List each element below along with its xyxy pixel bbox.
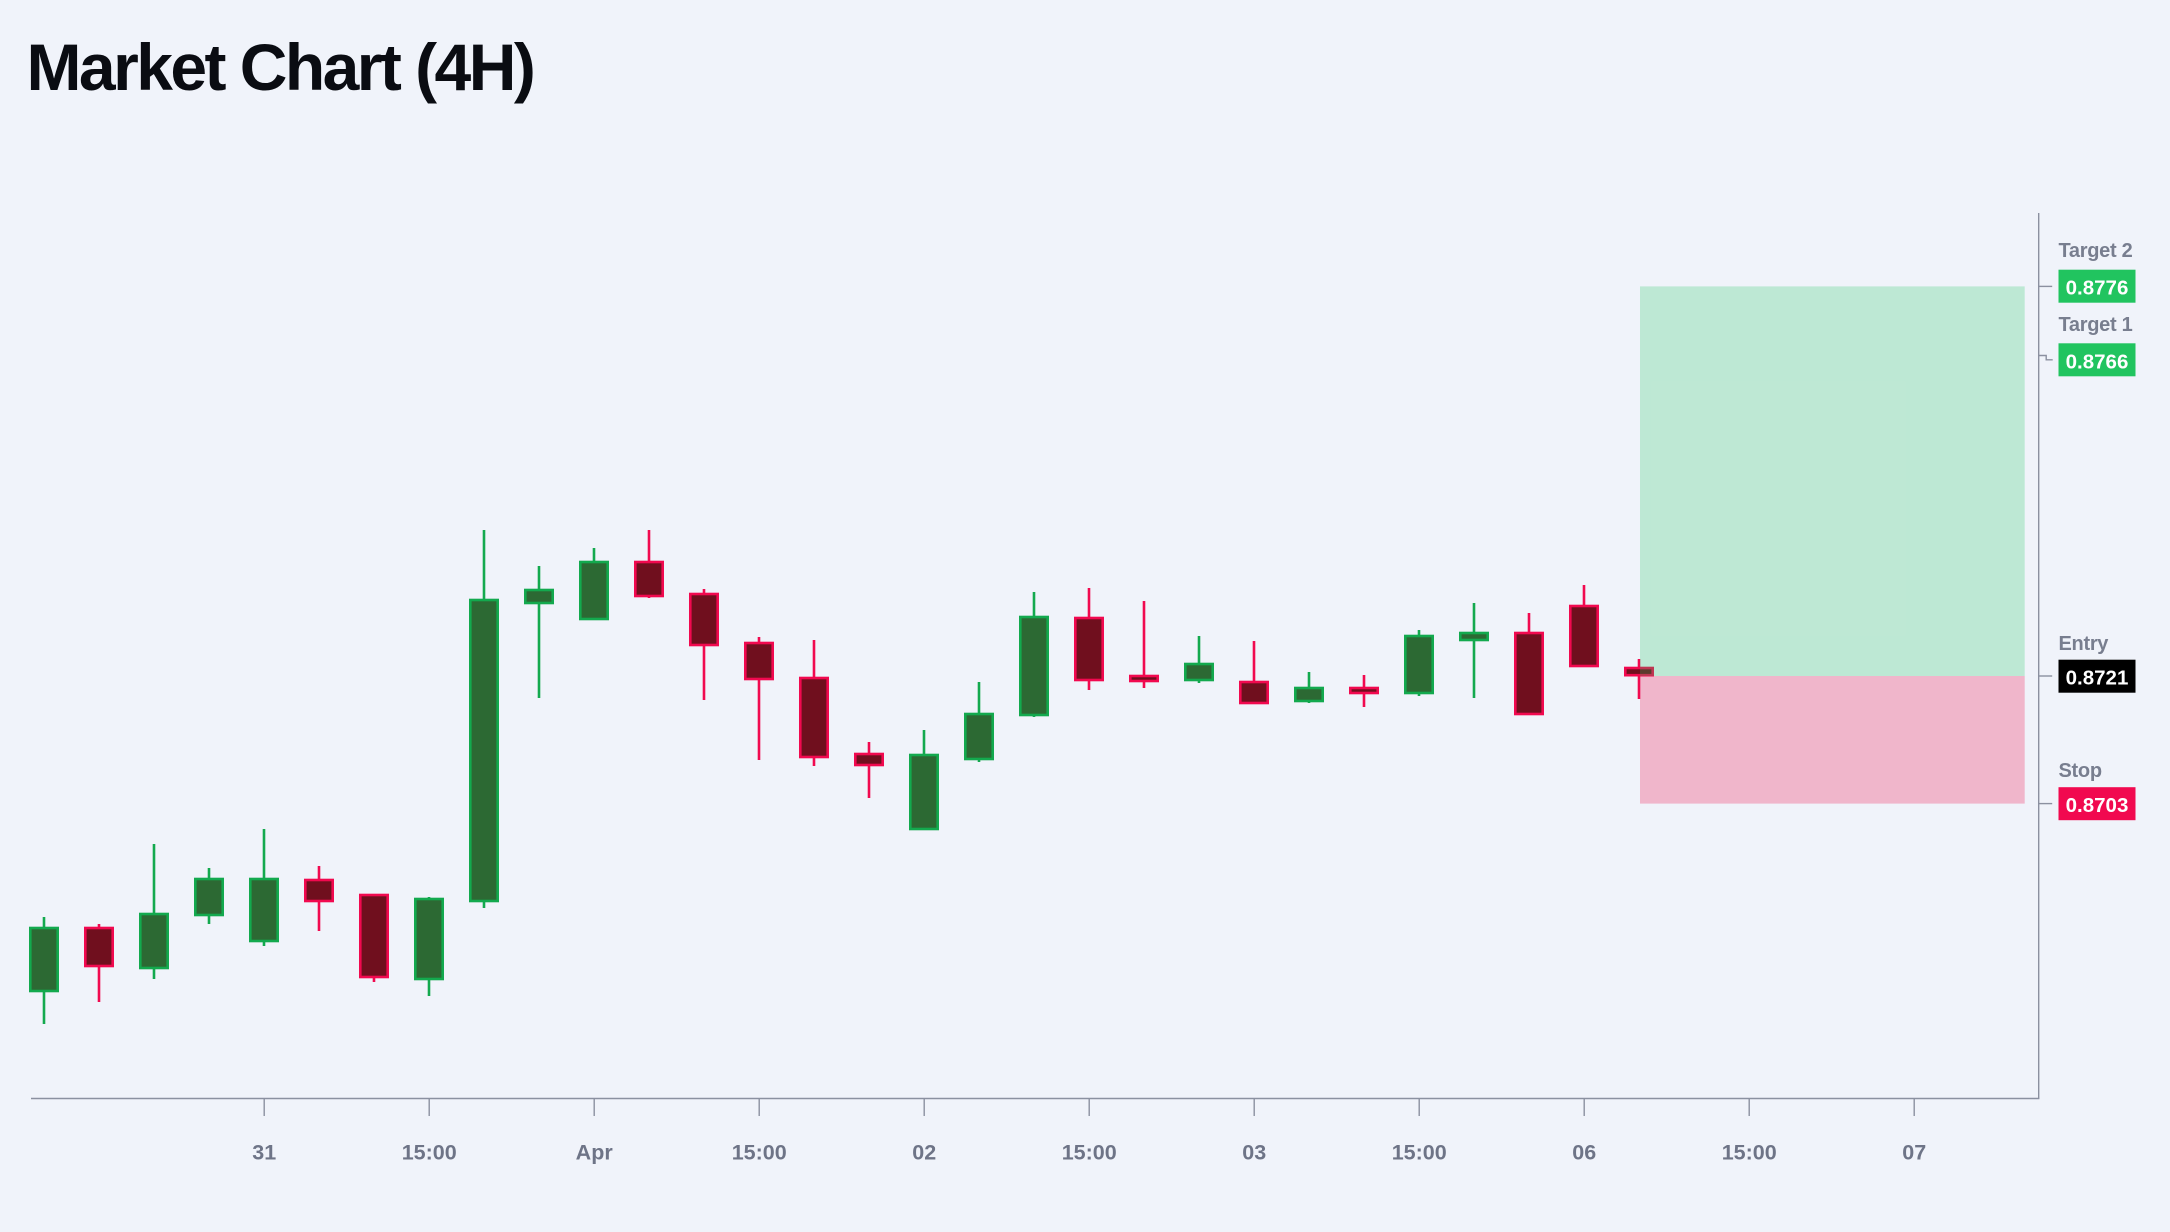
svg-text:15:00: 15:00 xyxy=(1722,1141,1777,1165)
svg-text:02: 02 xyxy=(912,1141,936,1165)
svg-text:0.8776: 0.8776 xyxy=(2066,277,2129,300)
svg-text:Stop: Stop xyxy=(2059,760,2102,782)
svg-text:15:00: 15:00 xyxy=(732,1141,787,1165)
svg-text:15:00: 15:00 xyxy=(1392,1141,1447,1165)
svg-text:03: 03 xyxy=(1242,1141,1266,1165)
svg-text:0.8703: 0.8703 xyxy=(2066,794,2129,817)
svg-text:07: 07 xyxy=(1902,1141,1926,1165)
svg-text:31: 31 xyxy=(252,1141,276,1165)
svg-text:15:00: 15:00 xyxy=(402,1141,457,1165)
svg-text:Market Chart (4H): Market Chart (4H) xyxy=(27,30,534,104)
svg-text:Target 2: Target 2 xyxy=(2059,240,2133,262)
svg-text:Apr: Apr xyxy=(576,1141,614,1165)
svg-text:0.8766: 0.8766 xyxy=(2066,350,2129,373)
svg-text:06: 06 xyxy=(1572,1141,1596,1165)
svg-text:15:00: 15:00 xyxy=(1062,1141,1117,1165)
svg-text:Entry: Entry xyxy=(2059,633,2110,655)
svg-text:Target 1: Target 1 xyxy=(2059,314,2133,336)
svg-text:0.8721: 0.8721 xyxy=(2066,667,2129,690)
